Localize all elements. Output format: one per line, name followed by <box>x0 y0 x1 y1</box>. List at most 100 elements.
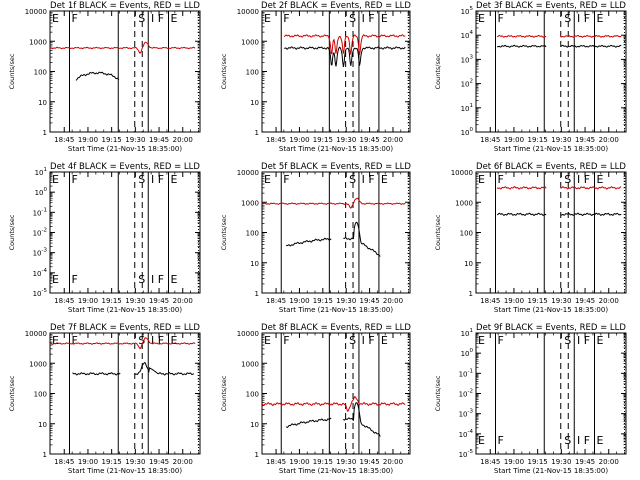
event-marker-label-top: E <box>171 173 178 186</box>
y-tick-exponent: -3 <box>42 248 48 254</box>
x-tick-label: 19:30 <box>551 458 571 466</box>
event-marker-label-top: F <box>498 12 504 25</box>
series-line-lld <box>497 34 622 38</box>
y-axis-label: Counts/sec <box>8 53 16 89</box>
event-marker-label-top: E <box>52 12 59 25</box>
y-tick-label: 100 <box>246 230 259 238</box>
x-axis-label: Start Time (21-Nov-15 18:35:00) <box>494 467 608 475</box>
series-line-lld <box>283 34 406 55</box>
event-marker-label-top: E <box>264 334 271 347</box>
event-marker-label-top: S <box>349 12 356 25</box>
plot-frame <box>261 10 411 133</box>
y-tick-label: 103 <box>461 54 474 64</box>
x-tick-label: 19:45 <box>149 136 169 144</box>
y-tick-label: 10 <box>250 260 259 268</box>
y-tick-label: 10-5 <box>33 288 48 298</box>
plot-frame <box>475 10 627 133</box>
chart-title: Det 1f BLACK = Events, RED = LLD <box>50 1 200 11</box>
y-tick-label: 100 <box>461 348 474 358</box>
x-tick-label: 18:45 <box>266 297 286 305</box>
y-tick-label: 1000 <box>29 38 47 46</box>
event-marker-label-top: F <box>368 173 374 186</box>
y-tick-label: 10-5 <box>459 449 474 459</box>
series-line-lld <box>496 186 622 190</box>
event-marker-label-top: S <box>564 334 571 347</box>
y-tick-label: 10-4 <box>33 268 48 278</box>
chart-title: Det 2f BLACK = Events, RED = LLD <box>261 1 411 11</box>
series-line-lld <box>49 337 196 350</box>
y-tick-label: 10-3 <box>459 409 474 419</box>
x-tick-label: 18:45 <box>480 458 500 466</box>
plot-frame <box>49 332 201 455</box>
chart-title: Det 9f BLACK = Events, RED = LLD <box>476 323 626 333</box>
chart-panel-8: Det 8f BLACK = Events, RED = LLD Counts/s… <box>220 323 411 475</box>
x-tick-label: 19:15 <box>313 458 333 466</box>
series-line-events <box>72 361 194 376</box>
y-axis-label: Counts/sec <box>220 53 228 89</box>
event-marker-label-top: F <box>368 12 374 25</box>
y-tick-label: 10-1 <box>33 207 47 217</box>
x-tick-label: 18:45 <box>480 297 500 305</box>
event-marker-label-bottom: E <box>597 434 604 447</box>
y-tick-label: 1 <box>255 451 259 459</box>
y-tick-label: 1000 <box>241 360 259 368</box>
x-tick-label: 19:30 <box>125 458 145 466</box>
event-marker-label-top: E <box>264 12 271 25</box>
event-marker-label-top: F <box>368 334 374 347</box>
x-tick-label: 19:45 <box>575 136 595 144</box>
event-marker-label-bottom: F <box>584 434 590 447</box>
event-marker-label-bottom: F <box>498 434 504 447</box>
x-tick-label: 19:30 <box>125 136 145 144</box>
y-tick-label: 105 <box>461 6 474 16</box>
x-tick-label: 19:15 <box>102 136 122 144</box>
event-marker-label-top: E <box>478 173 485 186</box>
chart-title: Det 5f BLACK = Events, RED = LLD <box>261 162 411 172</box>
x-tick-label: 19:15 <box>528 297 548 305</box>
y-tick-label: 100 <box>461 127 474 137</box>
chart-panel-5: Det 5f BLACK = Events, RED = LLD Counts/s… <box>220 162 411 314</box>
y-tick-label: 1000 <box>241 199 259 207</box>
y-tick-label: 1000 <box>29 360 47 368</box>
event-marker-label-top: E <box>52 334 59 347</box>
x-tick-label: 19:30 <box>551 297 571 305</box>
y-tick-label: 10-2 <box>33 228 47 238</box>
event-marker-label-top: E <box>597 173 604 186</box>
event-marker-label-top: E <box>381 334 388 347</box>
event-marker-label-bottom: E <box>478 434 485 447</box>
series-line-events <box>284 46 406 67</box>
y-tick-label: 10-2 <box>459 389 473 399</box>
x-tick-label: 20:00 <box>599 297 619 305</box>
y-tick-exponent: -4 <box>42 268 48 274</box>
x-axis-label: Start Time (21-Nov-15 18:35:00) <box>494 145 608 153</box>
series-line-events <box>497 212 622 217</box>
x-axis-label: Start Time (21-Nov-15 18:35:00) <box>68 145 182 153</box>
y-axis-label: Counts/sec <box>220 375 228 411</box>
x-tick-label: 19:15 <box>313 297 333 305</box>
event-marker-label-top: E <box>171 12 178 25</box>
event-marker-label-top: F <box>283 334 289 347</box>
event-marker-label-top: F <box>283 12 289 25</box>
y-tick-label: 100 <box>35 187 48 197</box>
y-axis-label: Counts/sec <box>220 214 228 250</box>
x-axis-label: Start Time (21-Nov-15 18:35:00) <box>279 145 393 153</box>
y-tick-label: 101 <box>461 328 473 338</box>
x-axis-label: Start Time (21-Nov-15 18:35:00) <box>279 306 393 314</box>
event-marker-label-top: S <box>349 334 356 347</box>
y-tick-exponent: -2 <box>42 228 47 234</box>
x-tick-label: 19:45 <box>575 458 595 466</box>
x-tick-label: 20:00 <box>383 458 403 466</box>
event-marker-label-top: E <box>52 173 59 186</box>
y-tick-label: 104 <box>461 30 474 40</box>
y-tick-label: 100 <box>34 391 47 399</box>
event-marker-label-top: S <box>564 173 571 186</box>
y-tick-label: 101 <box>461 103 473 113</box>
event-marker-label-top: S <box>138 12 145 25</box>
event-marker-label-top: F <box>498 334 504 347</box>
event-marker-label-bottom: F <box>158 273 164 286</box>
event-marker-label-bottom: F <box>72 273 78 286</box>
event-marker-label-top: S <box>564 12 571 25</box>
y-tick-exponent: -4 <box>468 429 474 435</box>
event-marker-label-top: E <box>597 12 604 25</box>
x-tick-label: 20:00 <box>173 136 193 144</box>
y-tick-label: 1000 <box>455 199 473 207</box>
